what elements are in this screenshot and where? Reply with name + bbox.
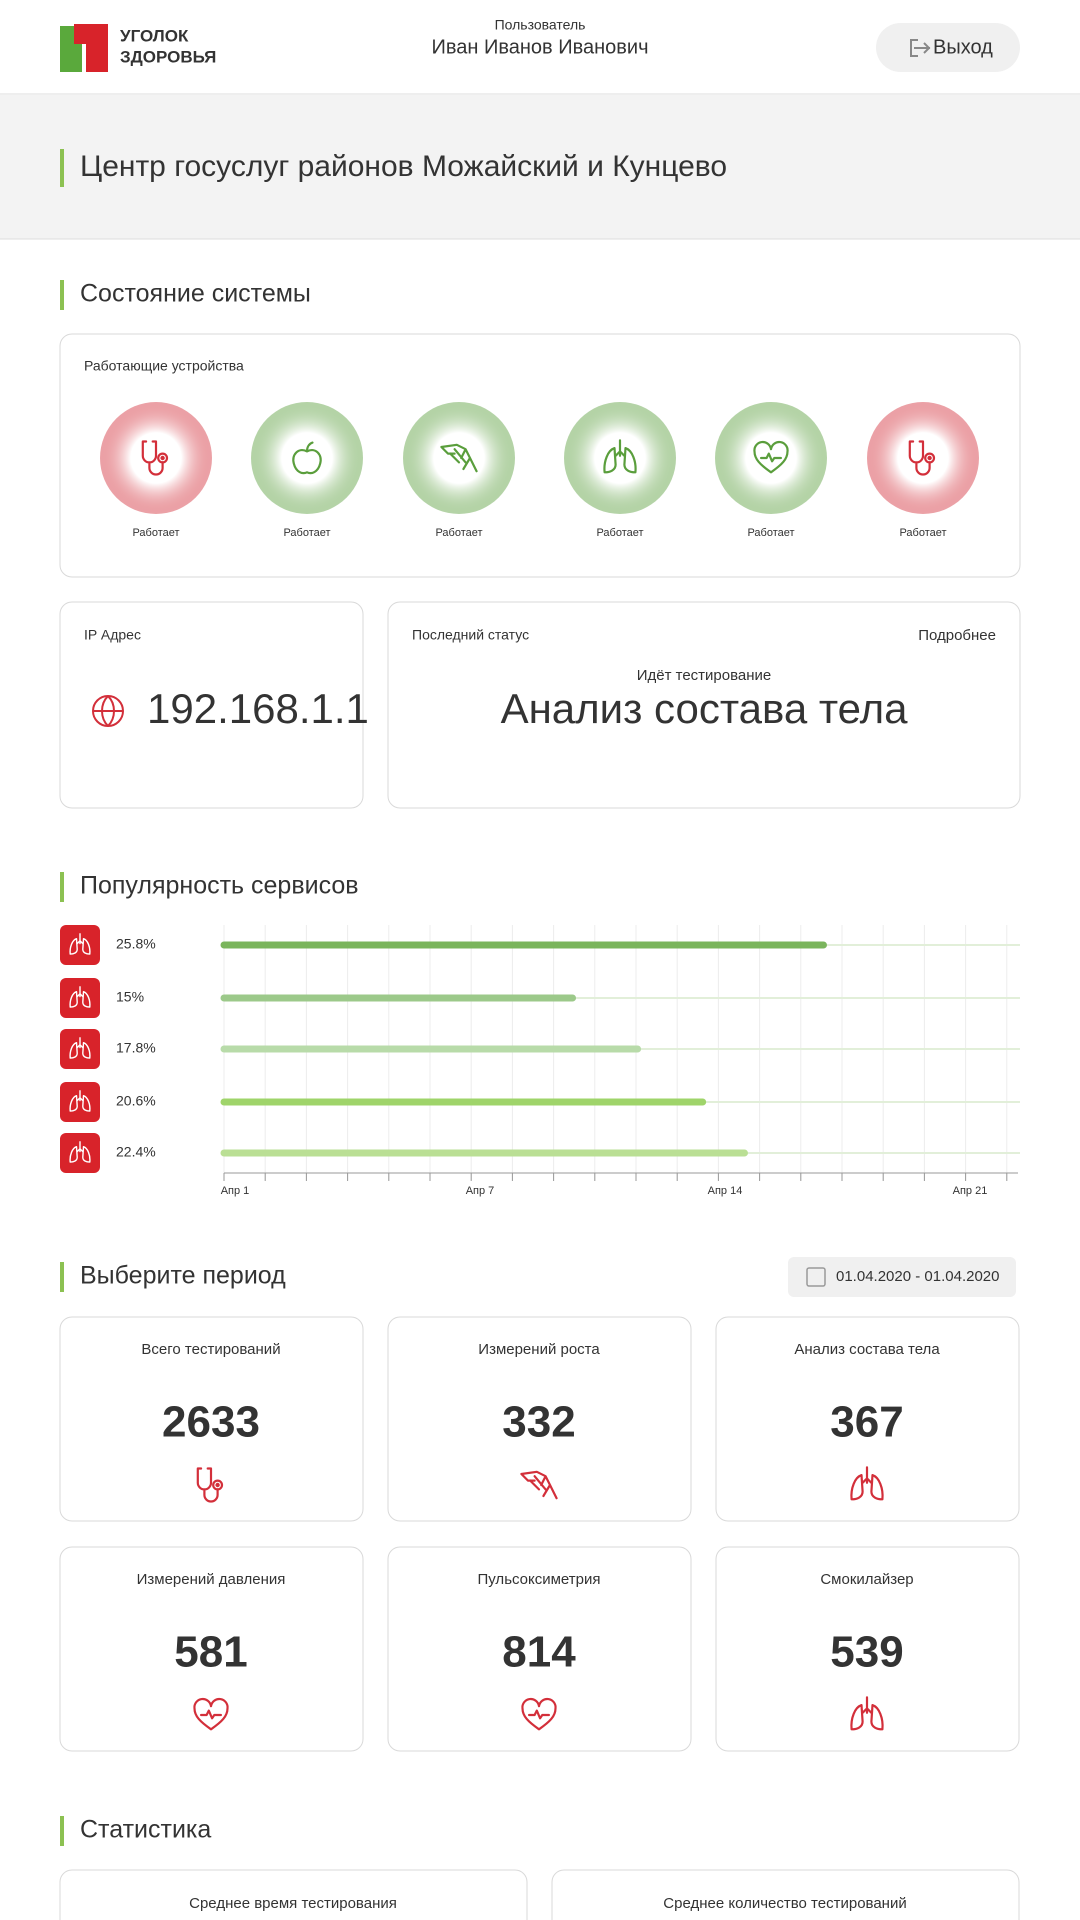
device-status: Работает (747, 527, 794, 539)
status-value: Анализ состава тела (501, 685, 909, 732)
device-circle (251, 402, 363, 514)
metric-value: 814 (502, 1628, 576, 1677)
x-tick-label: Апр 21 (953, 1185, 988, 1197)
service-icon-bg (60, 1133, 100, 1173)
accent (60, 1816, 64, 1846)
accent (60, 280, 64, 310)
device-circle (403, 402, 515, 514)
device-status: Работает (899, 527, 946, 539)
value-label: 25.8% (116, 936, 156, 952)
date-range: 01.04.2020 - 01.04.2020 (836, 1268, 999, 1285)
service-icon-bg (60, 925, 100, 965)
header (0, 0, 1080, 95)
brand: УГОЛОК (120, 26, 189, 45)
section-title: Состояние системы (80, 280, 311, 308)
globe (93, 695, 123, 727)
card (387, 1316, 692, 1522)
x-tick-label: Апр 1 (221, 1185, 250, 1197)
card (59, 1546, 364, 1752)
metric-label: Смокилайзер (820, 1571, 913, 1588)
metric-value: 2633 (162, 1398, 260, 1447)
device-status: Работает (435, 527, 482, 539)
card (387, 601, 1021, 809)
page-title: Центр госуслуг районов Можайский и Кунце… (80, 150, 727, 183)
card (59, 601, 364, 809)
service-icon-bg (60, 978, 100, 1018)
logout-icon (910, 39, 931, 57)
section-title: Статистика (80, 1816, 211, 1844)
accent (60, 149, 64, 187)
accent (60, 872, 64, 902)
accent (60, 1262, 64, 1292)
link[interactable]: Подробнее (918, 627, 996, 644)
x-tick-label: Апр 7 (466, 1185, 495, 1197)
card-label: Последний статус (412, 627, 529, 643)
metric-value: 581 (174, 1628, 247, 1677)
banner (0, 95, 1080, 239)
card (59, 1316, 364, 1522)
x-tick-label: Апр 14 (708, 1185, 743, 1197)
service-icon-bg (60, 1082, 100, 1122)
metric-label: Всего тестирований (141, 1341, 280, 1358)
metric-label: Измерений давления (137, 1571, 286, 1588)
user-name: Иван Иванов Иванович (431, 36, 648, 58)
stat-label: Среднее время тестирования (189, 1895, 397, 1912)
card (59, 1869, 528, 1920)
device-status: Работает (132, 527, 179, 539)
metric-value: 367 (830, 1398, 903, 1447)
user-label: Пользователь (495, 17, 586, 33)
logout-button[interactable] (876, 23, 1020, 72)
card-label: Работающие устройства (84, 358, 244, 374)
card (551, 1869, 1020, 1920)
service-icon-bg (60, 1029, 100, 1069)
metric-label: Пульсоксиметрия (477, 1571, 600, 1588)
date-picker[interactable] (788, 1257, 1016, 1297)
brand: ЗДОРОВЬЯ (120, 47, 216, 66)
section-title: Выберите период (80, 1262, 286, 1290)
device-circle (564, 402, 676, 514)
device-status: Работает (596, 527, 643, 539)
calendar-icon (806, 1267, 826, 1287)
section-title: Популярность сервисов (80, 872, 359, 900)
metric-label: Измерений роста (478, 1341, 600, 1358)
device-status: Работает (283, 527, 330, 539)
metric-value: 539 (830, 1628, 903, 1677)
stat-label: Среднее количество тестирований (663, 1895, 906, 1912)
card (715, 1546, 1020, 1752)
logo-red (74, 24, 108, 72)
logout-label: Выход (933, 36, 993, 58)
metric-label: Анализ состава тела (794, 1341, 940, 1358)
card (59, 333, 1021, 578)
value-label: 20.6% (116, 1093, 156, 1109)
ip-value: 192.168.1.1 (147, 685, 369, 732)
metric-value: 332 (502, 1398, 575, 1447)
value-label: 22.4% (116, 1144, 156, 1160)
status-caption: Идёт тестирование (637, 667, 772, 684)
card (715, 1316, 1020, 1522)
card (387, 1546, 692, 1752)
card-label: IP Адрес (84, 627, 141, 643)
value-label: 17.8% (116, 1040, 156, 1056)
value-label: 15% (116, 989, 144, 1005)
